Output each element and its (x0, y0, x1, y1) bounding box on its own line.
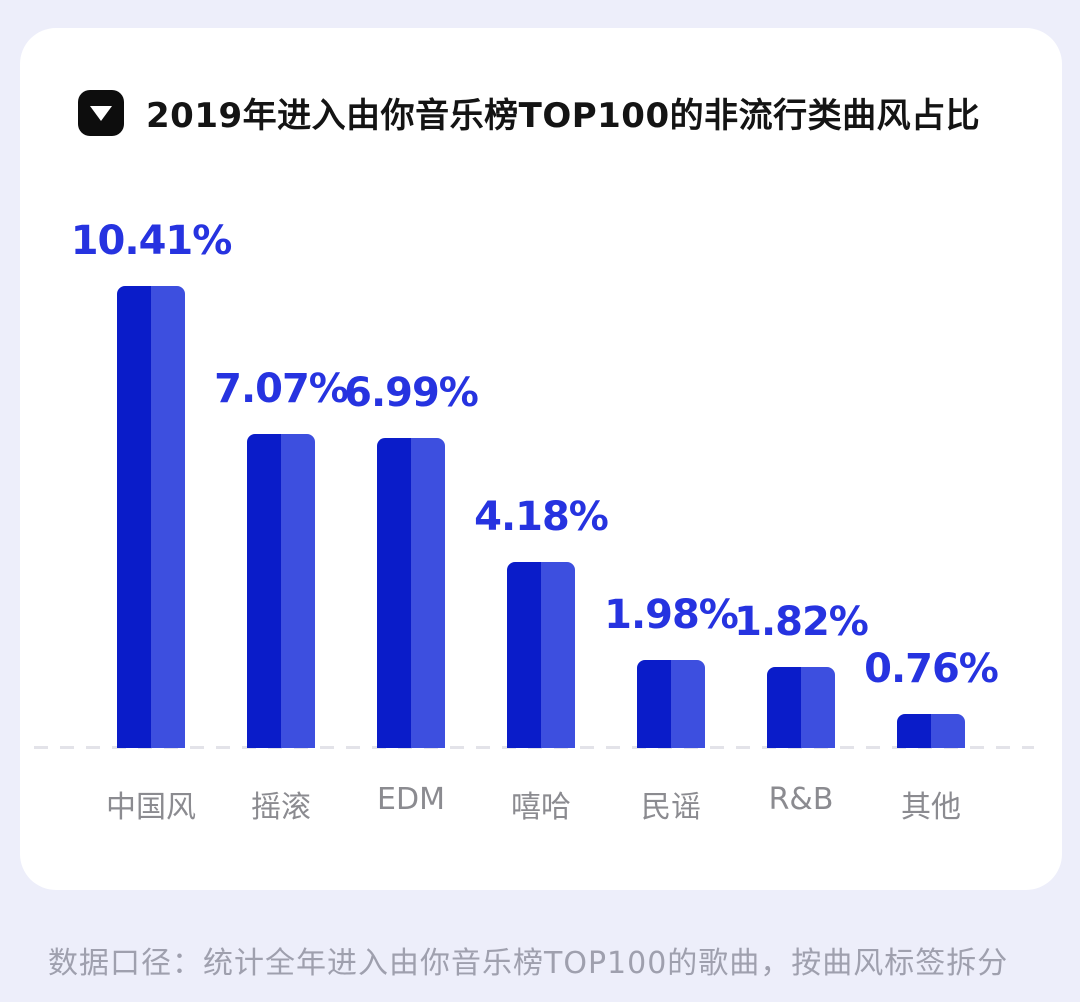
bar-value-label: 10.41% (70, 218, 233, 264)
data-source-note: 数据口径：统计全年进入由你音乐榜TOP100的歌曲，按曲风标签拆分 (48, 946, 1009, 981)
bar-column: 1.82% (734, 213, 869, 748)
bar-value-label: 0.76% (864, 646, 999, 692)
bar-value-label: 6.99% (344, 370, 479, 416)
category-axis: 中国风 摇滚 EDM 嘻哈 民谣 R&B 其他 (86, 782, 996, 826)
bar-value-label: 1.82% (734, 599, 869, 645)
chart-card: 2019年进入由你音乐榜TOP100的非流行类曲风占比 10.41% 7.07% 6… (20, 28, 1062, 890)
bar-chart: 10.41% 7.07% 6.99% 4.18% 1.98% 1.82% 0.76% (34, 213, 1034, 749)
category-label: R&B (768, 782, 834, 817)
down-triangle-icon (78, 89, 124, 136)
bar-value-label: 7.07% (214, 366, 349, 412)
bar-column: 0.76% (864, 213, 999, 748)
chart-title: 2019年进入由你音乐榜TOP100的非流行类曲风占比 (146, 96, 981, 136)
bar (247, 434, 315, 748)
category-label: 其他 (901, 790, 961, 825)
bar (377, 438, 445, 748)
bar-value-label: 1.98% (604, 592, 739, 638)
bar-column: 4.18% (474, 213, 609, 748)
category-label: 中国风 (106, 790, 196, 825)
bar-column: 10.41% (71, 213, 232, 748)
bar (767, 667, 835, 748)
bar-column: 7.07% (214, 213, 349, 748)
bar (507, 562, 575, 748)
bar-column: 1.98% (604, 213, 739, 748)
bar-column: 6.99% (344, 213, 479, 748)
bar (897, 714, 965, 748)
category-label: 民谣 (641, 790, 701, 825)
chart-header: 2019年进入由你音乐榜TOP100的非流行类曲风占比 (78, 88, 1062, 137)
bar-columns: 10.41% 7.07% 6.99% 4.18% 1.98% 1.82% 0.76% (71, 213, 999, 748)
category-label: EDM (377, 782, 445, 817)
bar (117, 286, 185, 748)
bar (637, 660, 705, 748)
category-label: 摇滚 (251, 790, 311, 825)
category-label: 嘻哈 (511, 790, 571, 825)
bar-value-label: 4.18% (474, 494, 609, 540)
